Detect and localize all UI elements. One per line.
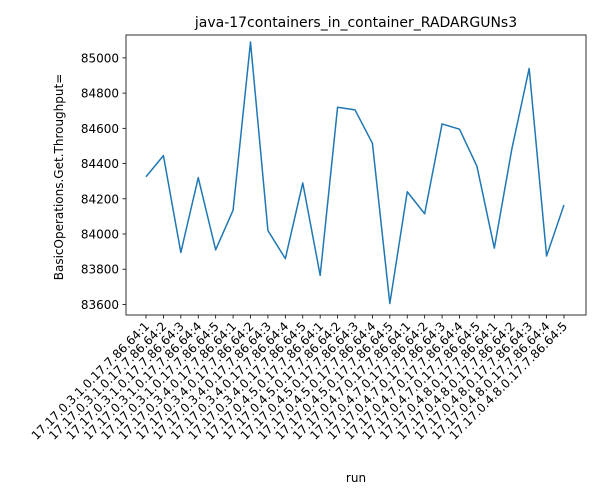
y-tick-label: 84000 (81, 227, 119, 241)
y-tick-label: 84800 (81, 87, 119, 101)
y-tick-label: 83600 (81, 298, 119, 312)
x-axis-label: run (346, 471, 366, 485)
y-tick-label: 83800 (81, 263, 119, 277)
y-axis-label: BasicOperations.Get.Throughput= (52, 74, 66, 281)
y-tick-label: 84600 (81, 122, 119, 136)
x-axis: 17.17.0.3.1.0.17.7.86.64:117.17.0.3.1.0.… (29, 315, 570, 443)
plot-frame (125, 34, 587, 316)
y-tick-label: 84400 (81, 157, 119, 171)
y-tick-label: 84200 (81, 192, 119, 206)
plot-area (125, 34, 587, 316)
chart-title: java-17containers_in_container_RADARGUNs… (194, 15, 517, 31)
y-axis: 83600 83800 84000 84200 84400 84600 84800 85000 (81, 51, 126, 312)
series-line (145, 41, 565, 305)
y-tick-label: 85000 (81, 51, 119, 65)
